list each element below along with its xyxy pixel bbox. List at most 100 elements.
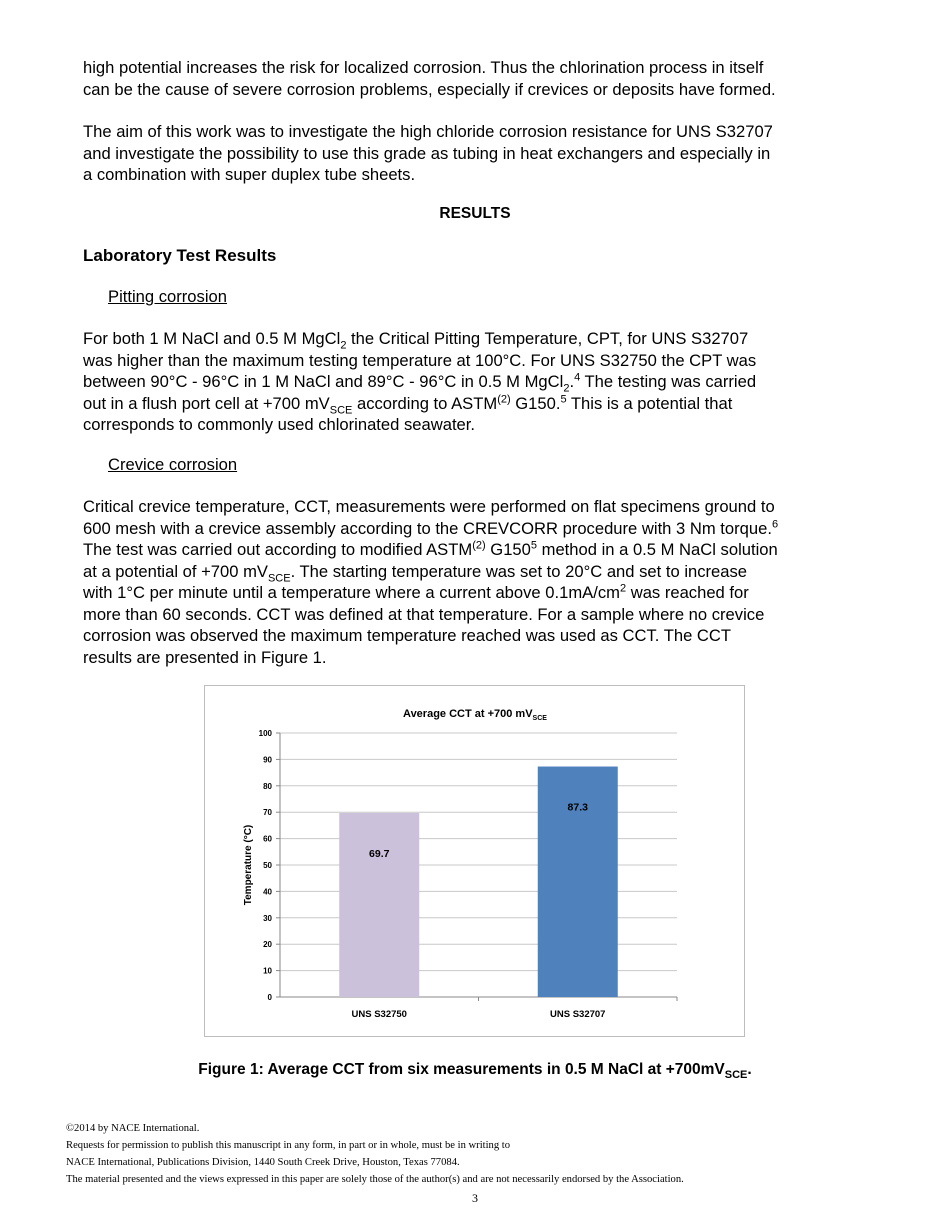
text-line: corrosion was observed the maximum tempe… [83,625,883,647]
text-line: more than 60 seconds. CCT was defined at… [83,604,883,626]
footer-copyright: ©2014 by NACE International. [66,1123,200,1134]
paragraph: high potential increases the risk for lo… [83,57,883,100]
subscript: 2 [340,339,347,352]
text-segment: more than 60 seconds. CCT was defined at… [83,604,765,624]
text-line: with 1°C per minute until a temperature … [83,582,883,604]
text-segment: The test was carried out according to mo… [83,540,473,559]
text-segment: and investigate the possibility to use t… [83,143,771,163]
footer-disclaimer: The material presented and the views exp… [66,1174,684,1185]
bar-uns-s32707 [537,766,618,997]
text-line: The aim of this work was to investigate … [83,121,883,143]
superscript: 6 [771,517,779,530]
bar-chart: 0 10 20 30 40 50 60 70 80 90 100 69.7 UNS S32750 87.3… [243,708,678,1020]
chart-title-subscript: SCE [533,715,548,722]
caption-subscript: SCE [724,1069,748,1082]
text-segment: Crevice corrosion [108,455,238,474]
y-tick-label: 0 [268,993,273,1002]
text-segment: This is a potential that [566,393,733,413]
subscript: 2 [563,382,570,395]
subheading: Crevice corrosion [108,454,908,476]
text-segment: high potential increases the risk for lo… [83,58,764,77]
text-segment: the Critical Pitting Temperature, CPT, f… [346,329,749,348]
figure-1-chart: 0 10 20 30 40 50 60 70 80 90 100 69.7 UNS S32750 87.3… [204,685,745,1037]
subheading: Pitting corrosion [108,286,908,308]
superscript: 5 [530,539,538,552]
category-label: UNS S32750 [352,1009,407,1020]
text-segment: . [569,372,575,391]
y-tick-label: 30 [263,914,272,923]
text-line: was higher than the maximum testing temp… [83,350,883,372]
superscript: 4 [574,371,581,384]
text-segment: Pitting corrosion [108,287,227,306]
category-label: UNS S32707 [550,1009,605,1020]
text-segment: with 1°C per minute until a temperature … [83,583,620,602]
text-segment: was higher than the maximum testing temp… [83,350,757,370]
footer-permission: Requests for permission to publish this … [66,1140,511,1151]
y-tick-label: 60 [263,835,272,844]
y-tick-label: 20 [263,940,272,949]
subsection-heading: Laboratory Test Results [83,245,883,267]
chart-title-text: Average CCT at +700 mV [403,708,533,720]
superscript: 5 [560,392,567,405]
text-segment: 600 mesh with a crevice assembly accordi… [83,518,772,538]
text-segment: out in a flush port cell at +700 mV [83,393,330,413]
y-tick-label: 10 [263,967,272,976]
text-line: RESULTS [0,203,950,225]
y-axis-label: Temperature (°C) [243,825,254,906]
text-segment: . The starting temperature was set to 20… [290,561,748,581]
text-line: Critical crevice temperature, CCT, measu… [83,496,883,518]
data-label: 69.7 [369,848,390,860]
text-segment: The aim of this work was to investigate … [83,122,773,141]
text-line: Pitting corrosion [108,286,908,308]
subscript: SCE [329,403,353,416]
text-line: 600 mesh with a crevice assembly accordi… [83,518,883,540]
text-line: between 90°C - 96°C in 1 M NaCl and 89°C… [83,371,883,395]
text-line: Crevice corrosion [108,454,908,476]
text-segment: can be the cause of severe corrosion pro… [83,79,776,99]
text-segment: Critical crevice temperature, CCT, measu… [83,497,775,516]
text-segment: corresponds to commonly used chlorinated… [83,415,476,434]
superscript: 2 [619,582,627,595]
y-tick-label: 40 [263,887,272,896]
text-segment: method in a 0.5 M NaCl solution [537,540,778,559]
superscript: (2) [497,392,511,405]
text-segment: at a potential of +700 mV [83,561,268,581]
text-line: a combination with super duplex tube she… [83,164,883,186]
text-line: high potential increases the risk for lo… [83,57,883,79]
text-segment: G150 [485,540,531,559]
text-line: out in a flush port cell at +700 mVSCE a… [83,393,883,415]
text-segment: The testing was carried [580,372,757,391]
chart-title: Average CCT at +700 mVSCE [403,708,547,722]
section-heading: RESULTS [0,203,950,225]
text-segment: RESULTS [439,205,511,222]
text-segment: according to ASTM [352,393,498,413]
text-line: at a potential of +700 mVSCE. The starti… [83,561,883,584]
text-segment: Laboratory Test Results [83,246,277,265]
paragraph: Critical crevice temperature, CCT, measu… [83,496,883,668]
text-line: The test was carried out according to mo… [83,539,883,561]
footer: ©2014 by NACE International. Requests fo… [66,1120,684,1188]
superscript: (2) [472,539,486,552]
text-line: corresponds to commonly used chlorinated… [83,414,883,436]
text-segment: For both 1 M NaCl and 0.5 M MgCl [83,329,341,348]
page-number: 3 [472,1191,478,1205]
text-segment: G150. [510,393,561,413]
paragraph: For both 1 M NaCl and 0.5 M MgCl2 the Cr… [83,328,883,436]
text-line: and investigate the possibility to use t… [83,143,883,165]
subscript: SCE [267,571,291,584]
text-segment: between 90°C - 96°C in 1 M NaCl and 89°C… [83,372,564,391]
text-segment: a combination with super duplex tube she… [83,165,416,184]
text-line: For both 1 M NaCl and 0.5 M MgCl2 the Cr… [83,328,883,352]
y-tick-label: 100 [259,729,273,738]
bar-uns-s32750 [339,812,420,997]
paragraph: The aim of this work was to investigate … [83,121,883,186]
text-segment: was reached for [626,583,749,602]
footer-address: NACE International, Publications Divisio… [66,1157,460,1168]
figure-caption: Figure 1: Average CCT from six measureme… [0,1059,950,1081]
y-tick-label: 80 [263,782,272,791]
text-line: results are presented in Figure 1. [83,647,883,669]
text-segment: corrosion was observed the maximum tempe… [83,626,732,645]
y-tick-label: 70 [263,808,272,817]
caption-end: . [747,1061,752,1078]
